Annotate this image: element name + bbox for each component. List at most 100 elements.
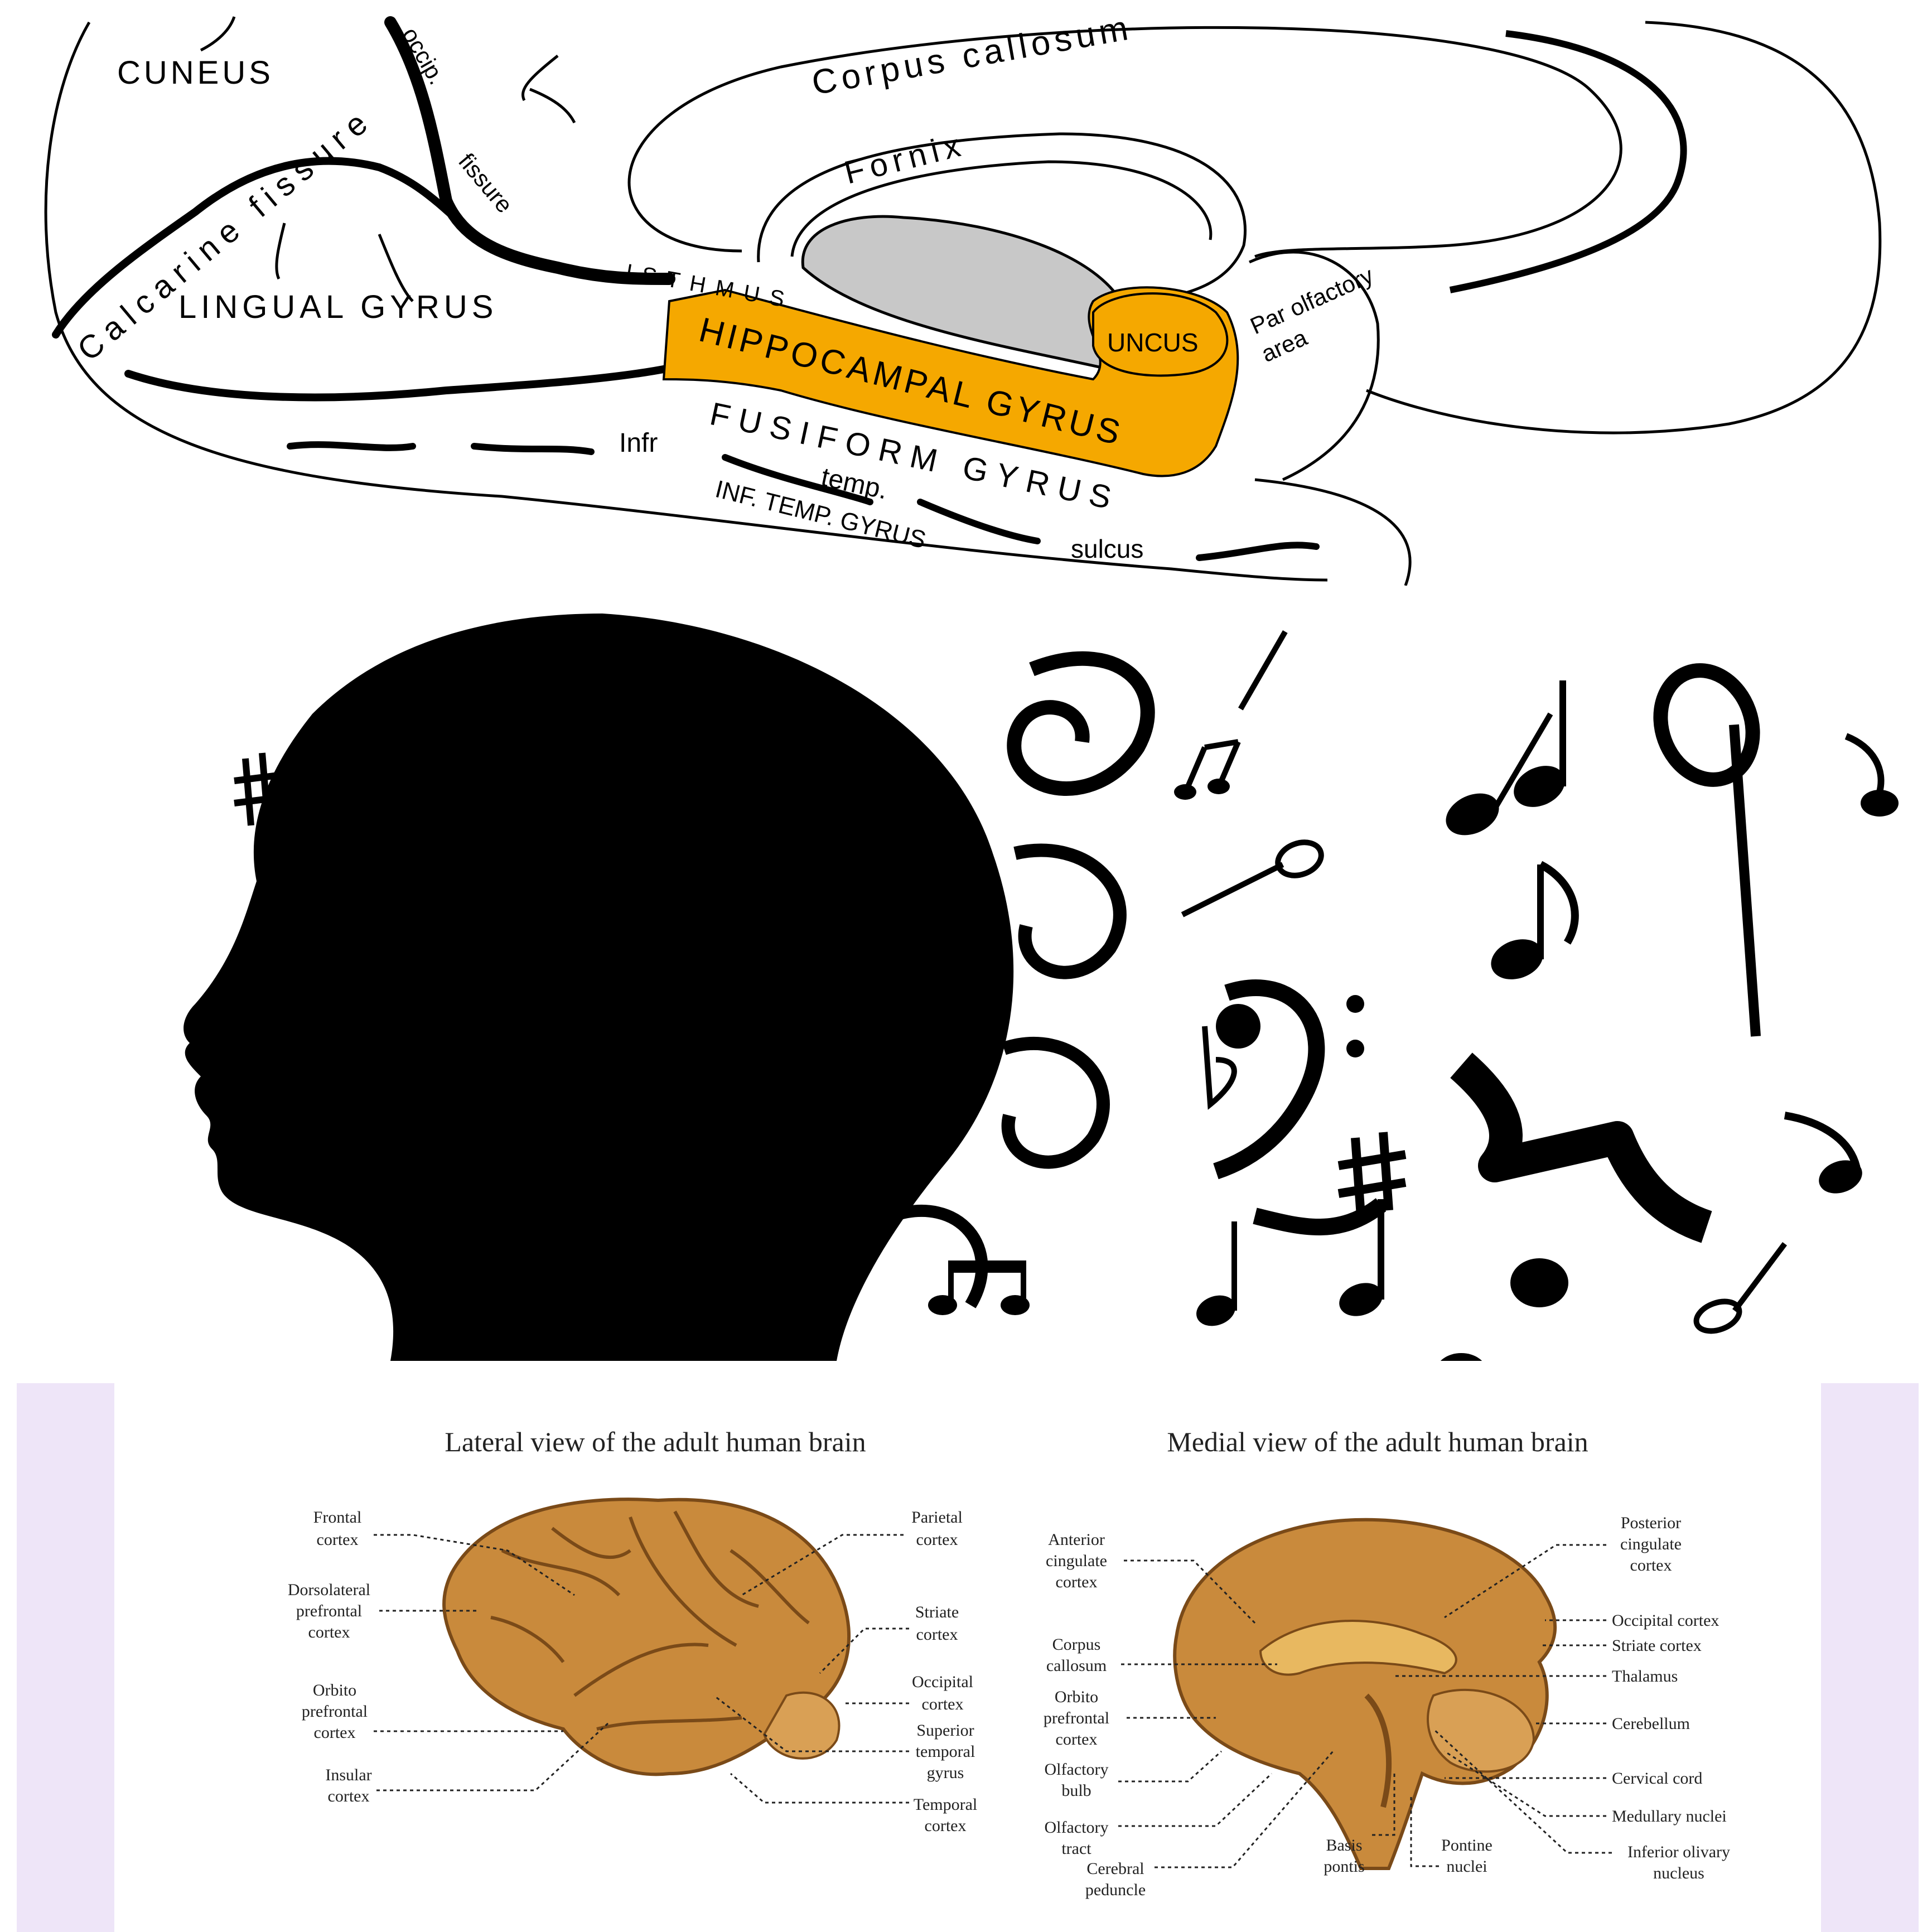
- med-acc-l3: cortex: [1056, 1573, 1098, 1591]
- med-cerebellum: Cerebellum: [1534, 1714, 1690, 1733]
- med-cp-l1: Cerebral: [1086, 1859, 1144, 1878]
- med-cc-l2: callosum: [1046, 1656, 1107, 1675]
- lat-parietal-cortex: Parietal cortex: [741, 1508, 963, 1596]
- lat-parietal-l2: cortex: [916, 1530, 958, 1549]
- swirl-3: [1001, 1036, 1110, 1169]
- med-pontine-nuclei: Pontine nuclei: [1410, 1796, 1493, 1876]
- med-pcc-l2: cingulate: [1620, 1535, 1682, 1553]
- inferior-line-3: [722, 454, 873, 505]
- treble-clef-swirl: [1007, 651, 1155, 796]
- med-olfactory-bulb: Olfactory bulb: [1045, 1750, 1223, 1800]
- calcarine-sulcus: [52, 157, 478, 339]
- brain-views-svg: Lateral view of the adult human brain Me…: [288, 1426, 1730, 1899]
- med-thalamus-l1: Thalamus: [1612, 1667, 1678, 1685]
- med-basis-pontis: Basis pontis: [1324, 1774, 1395, 1876]
- med-occipital-l1: Occipital cortex: [1612, 1611, 1719, 1630]
- temporal-pole: [1254, 478, 1412, 586]
- med-occipital-cortex: Occipital cortex: [1545, 1611, 1719, 1630]
- med-pn-l2: nuclei: [1446, 1857, 1487, 1876]
- note-quarter-3: [1844, 733, 1899, 817]
- label-temp: temp.: [819, 462, 890, 505]
- fornix-outline: [757, 132, 1247, 303]
- med-ion-l1: Inferior olivary: [1627, 1843, 1730, 1861]
- note-beamed-1: [928, 1260, 1030, 1315]
- med-orbito-prefrontal: Orbito prefrontal cortex: [1044, 1688, 1216, 1749]
- lat-temporal-l1: Temporal: [914, 1795, 978, 1814]
- med-cerebral-peduncle: Cerebral peduncle: [1085, 1751, 1334, 1899]
- lat-striate-l2: cortex: [916, 1625, 958, 1644]
- bass-clef-1: [1213, 979, 1364, 1180]
- lat-parietal-l1: Parietal: [911, 1508, 963, 1527]
- music-head-illustration: [0, 602, 1932, 1488]
- note-flat: [1202, 1026, 1237, 1110]
- note-quarter-1: [1514, 680, 1566, 807]
- lat-frontal-l2: cortex: [317, 1530, 359, 1549]
- inferior-line-4: [917, 499, 1041, 544]
- note-beamed-2: [1174, 739, 1241, 800]
- occipital-outline: [44, 21, 1328, 582]
- label-infr: Infr: [619, 428, 658, 458]
- med-opfc-l2: prefrontal: [1044, 1709, 1109, 1727]
- med-cerebellum-l1: Cerebellum: [1612, 1714, 1690, 1733]
- note-eighth-4: [1196, 1221, 1237, 1326]
- label-uncus: UNCUS: [1107, 328, 1199, 357]
- head-silhouette: [183, 614, 1014, 1361]
- med-bp-l2: pontis: [1324, 1857, 1364, 1876]
- med-ob-l2: bulb: [1061, 1781, 1091, 1800]
- brain-views-figure: Lateral view of the adult human brain Me…: [17, 1383, 1919, 1932]
- frontal-sulcus: [1449, 30, 1687, 293]
- med-bp-l1: Basis: [1326, 1836, 1362, 1854]
- lat-occipital-cortex: Occipital cortex: [842, 1673, 973, 1713]
- med-posterior-cingulate: Posterior cingulate cortex: [1444, 1514, 1682, 1619]
- med-cp-l2: peduncle: [1085, 1881, 1146, 1899]
- swirl-2: [1013, 843, 1127, 979]
- inferior-line-2: [471, 443, 595, 455]
- corpus-callosum-outline: [627, 26, 1622, 258]
- inferior-line-5: [1196, 542, 1320, 561]
- med-ot-l2: tract: [1061, 1839, 1091, 1858]
- lat-striate-l1: Striate: [915, 1603, 959, 1621]
- med-cc-cord-l1: Cervical cord: [1612, 1769, 1702, 1788]
- frontal-outline: [1366, 21, 1882, 434]
- label-fornix: Fornix: [841, 126, 969, 191]
- lat-stg-l3: gyrus: [927, 1764, 964, 1782]
- lat-temporal-cortex: Temporal cortex: [730, 1772, 978, 1835]
- med-pcc-l3: cortex: [1630, 1556, 1672, 1574]
- med-anterior-cingulate: Anterior cingulate cortex: [1046, 1530, 1256, 1624]
- med-opfc-l1: Orbito: [1055, 1688, 1098, 1706]
- note-eighth-5: [1253, 1198, 1387, 1316]
- uncus-shape: [1092, 292, 1229, 377]
- note-eighth-3: [1491, 861, 1579, 979]
- sharp-2: [234, 752, 279, 826]
- lat-occipital-l2: cortex: [922, 1695, 964, 1713]
- lat-opfc-l2: prefrontal: [302, 1702, 368, 1721]
- label-calcarine-fissure: Calcarine fissure: [71, 100, 380, 368]
- lat-dlpfc-l3: cortex: [308, 1623, 350, 1641]
- inferior-line-1: [287, 441, 416, 451]
- med-mn-l1: Medullary nuclei: [1612, 1807, 1727, 1825]
- sulcus-mark-4: [378, 234, 414, 302]
- med-ion-l2: nucleus: [1653, 1864, 1704, 1882]
- label-corpus-callosum: Corpus callosum: [809, 8, 1135, 103]
- lat-temporal-l2: cortex: [925, 1817, 967, 1835]
- quarter-rest: [1450, 1052, 1712, 1243]
- lat-insular-cortex: Insular cortex: [325, 1722, 609, 1805]
- parolfactory-outline: [1248, 250, 1380, 481]
- med-striate-l1: Striate cortex: [1612, 1636, 1702, 1655]
- music-head-svg: [183, 614, 1899, 1488]
- sulcus-mark-3: [275, 223, 286, 280]
- medial-brain-svg: CUNEUS occip. Corpus callosum Fornix Cal…: [44, 8, 1882, 586]
- med-pcc-l1: Posterior: [1621, 1514, 1681, 1532]
- label-sulcus: sulcus: [1071, 534, 1143, 563]
- lat-opfc-l3: cortex: [314, 1723, 356, 1742]
- label-parolfactory-1: Par olfactory: [1247, 262, 1377, 339]
- lat-dlpfc-l1: Dorsolateral: [288, 1581, 370, 1599]
- label-cuneus: CUNEUS: [117, 55, 274, 91]
- lat-insular-l1: Insular: [325, 1766, 371, 1784]
- med-opfc-l3: cortex: [1056, 1730, 1098, 1749]
- note-eighth-6: [1784, 1112, 1862, 1194]
- lat-frontal-l1: Frontal: [313, 1508, 362, 1527]
- lingual-lower-line: [124, 364, 673, 402]
- swirl-4: [890, 1204, 988, 1308]
- lat-dorsolateral-prefrontal: Dorsolateral prefrontal cortex: [288, 1581, 480, 1641]
